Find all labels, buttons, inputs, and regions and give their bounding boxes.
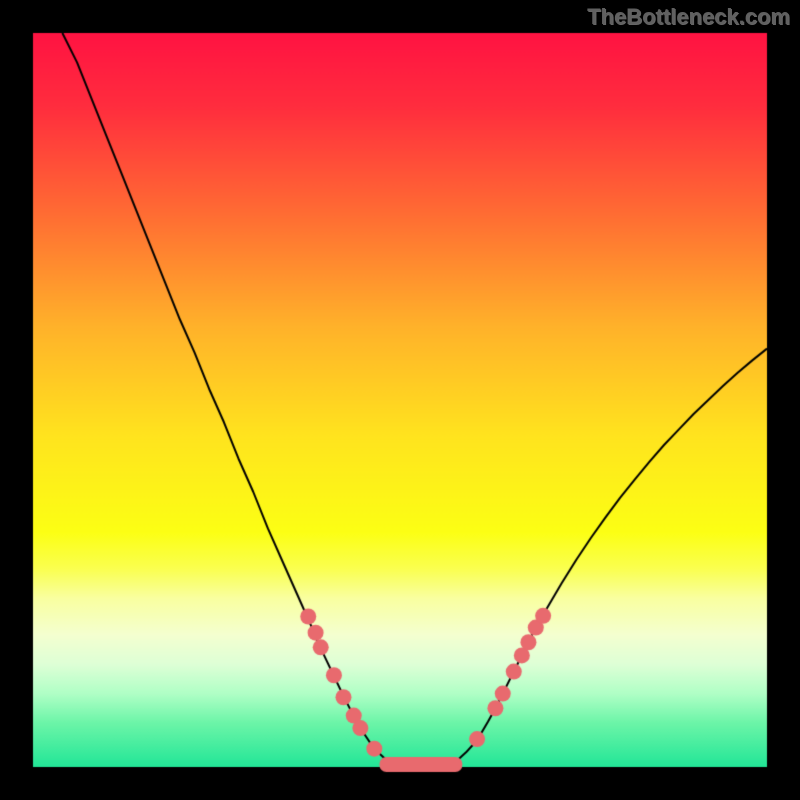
bottleneck-chart bbox=[0, 0, 800, 800]
watermark: TheBottleneck.com bbox=[587, 4, 790, 30]
chart-container: TheBottleneck.com bbox=[0, 0, 800, 800]
